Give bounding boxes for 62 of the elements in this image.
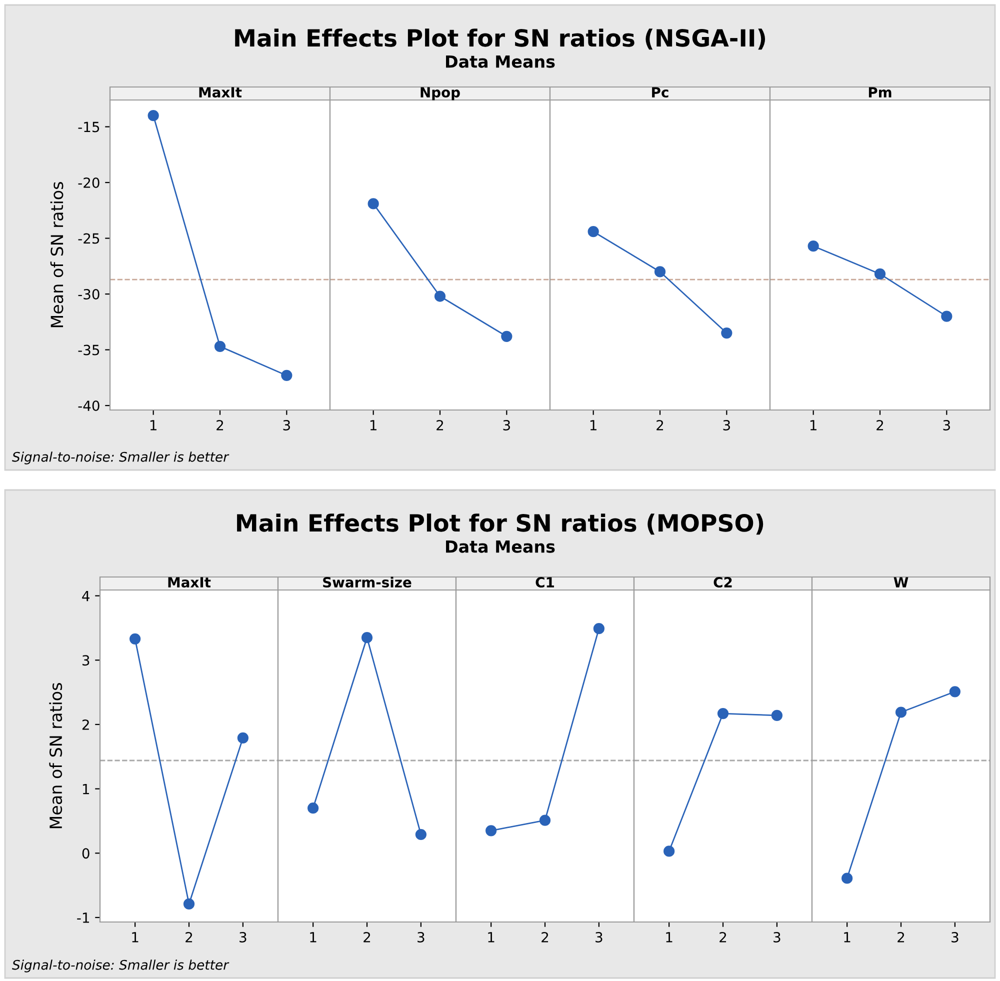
x-tick-label: 1 (488, 932, 494, 942)
y-tick-label: 2 (82, 719, 89, 730)
y-tick-label: -20 (78, 177, 100, 188)
x-tick-label: 2 (186, 932, 192, 942)
x-tick-label: 1 (132, 932, 138, 942)
x-tick-label: 1 (844, 932, 850, 942)
x-tick-label: 3 (240, 932, 246, 942)
x-tick-label: 3 (774, 932, 780, 942)
y-tick-label: 4 (82, 590, 90, 602)
x-tick-label: 3 (283, 420, 290, 430)
chart-title: C2 (714, 577, 732, 588)
chart-title: Swarm-size (323, 576, 412, 588)
point (237, 732, 248, 744)
x-tick-label: 3 (943, 420, 950, 430)
point (148, 110, 159, 122)
y-tick-label: -1 (77, 912, 89, 923)
x-tick-label: 3 (952, 932, 958, 942)
chart-title: C1 (536, 577, 554, 588)
x-tick-label: 1 (666, 932, 672, 942)
x-tick-label: 2 (656, 420, 664, 430)
chart-title: Npop (420, 87, 460, 100)
y-tick-label: 1 (82, 784, 89, 794)
text: Main Effects Plot for SN ratios (NSGA-II) (235, 28, 766, 50)
chart-title: MaxIt (168, 577, 211, 588)
x-tick-label: 3 (418, 932, 424, 942)
x-tick-label: 2 (720, 932, 726, 942)
x-tick-label: 2 (216, 420, 224, 430)
text: Main Effects Plot for SN ratios (MOPSO) (237, 514, 764, 535)
x-tick-label: 1 (590, 420, 596, 430)
point (183, 898, 195, 910)
x-tick-label: 3 (503, 420, 510, 430)
y-axis-title: Mean of SN ratios (49, 683, 62, 828)
y-tick-label: -30 (78, 288, 100, 300)
y-tick-label: -15 (78, 122, 100, 132)
text: Data Means (446, 55, 555, 68)
chart-title: Pm (868, 87, 892, 98)
x-tick-label: 1 (150, 420, 156, 430)
chart-title: W (894, 577, 908, 588)
y-axis-title: Mean of SN ratios (50, 182, 64, 328)
x-tick-label: 2 (898, 932, 904, 942)
point (130, 633, 141, 644)
y-tick-label: 3 (82, 655, 90, 666)
text: Signal-to-noise: Smaller is better (12, 452, 230, 464)
x-tick-label: 3 (723, 420, 730, 430)
chart-title: Pc (652, 87, 668, 98)
y-tick-label: -25 (78, 233, 100, 244)
x-tick-label: 2 (436, 420, 444, 430)
y-tick-label: 0 (82, 848, 90, 859)
x-tick-label: 2 (542, 932, 548, 942)
x-tick-label: 2 (876, 420, 884, 430)
x-tick-label: 3 (596, 932, 602, 942)
chart-title: MaxIt (199, 87, 242, 98)
y-tick-label: -40 (78, 400, 100, 412)
y-tick-label: -35 (78, 344, 100, 356)
x-tick-label: 1 (370, 420, 376, 430)
text: Signal-to-noise: Smaller is better (12, 960, 230, 972)
x-tick-label: 1 (310, 932, 316, 942)
text: Data Means (446, 540, 555, 553)
point (214, 340, 226, 352)
x-tick-label: 2 (364, 932, 370, 942)
x-tick-label: 1 (810, 420, 816, 430)
point (281, 370, 292, 381)
